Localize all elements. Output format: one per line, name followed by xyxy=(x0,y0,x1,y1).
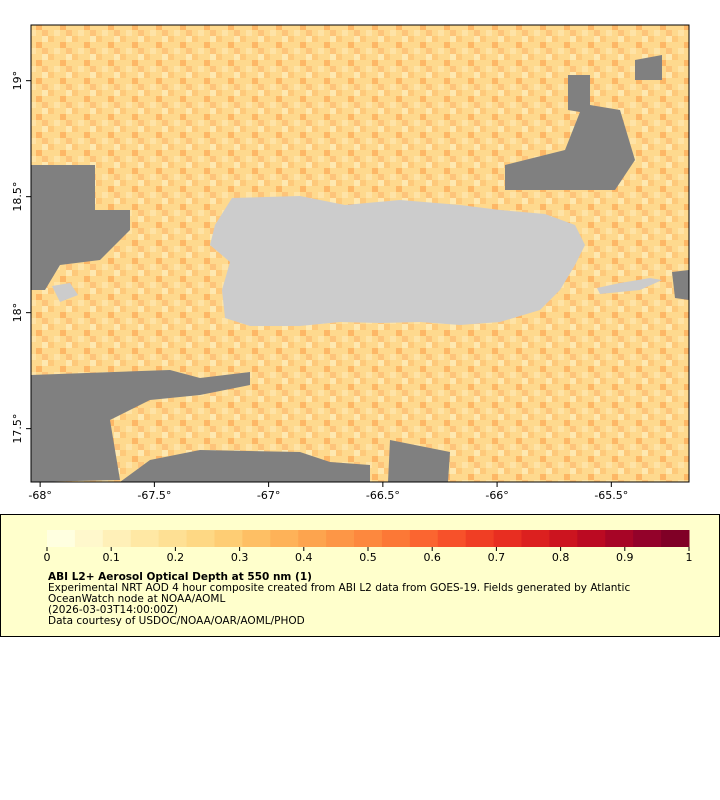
land-puerto-rico xyxy=(210,196,585,326)
cloud-mask xyxy=(31,370,250,482)
colorbar-tick-label: 0.2 xyxy=(167,551,185,564)
y-tick-label: 19° xyxy=(11,71,24,91)
cloud-mask xyxy=(388,440,450,482)
colorbar-segment xyxy=(102,530,132,547)
x-tick-label: -66.5° xyxy=(366,489,400,502)
colorbar-tick-label: 0.5 xyxy=(359,551,377,564)
colorbar-segment xyxy=(298,530,327,547)
x-tick-label: -67.5° xyxy=(137,489,171,502)
colorbar-segment xyxy=(158,530,188,547)
colorbar-segment xyxy=(74,530,104,547)
x-tick-label: -67° xyxy=(257,489,280,502)
cloud-mask xyxy=(505,75,635,190)
y-tick-label: 17.5° xyxy=(11,414,24,444)
colorbar-segment xyxy=(549,530,578,547)
colorbar-segment xyxy=(354,530,383,547)
colorbar-segment xyxy=(661,530,690,547)
cloud-mask xyxy=(672,270,689,300)
land-vieques xyxy=(597,278,662,294)
y-tick-label: 18.5° xyxy=(11,182,24,212)
colorbar-tick-label: 0.4 xyxy=(295,551,313,564)
x-tick-label: -66° xyxy=(485,489,508,502)
map-area xyxy=(30,24,690,483)
colorbar-segment xyxy=(242,530,271,547)
colorbar-tick-label: 0.7 xyxy=(488,551,506,564)
cloud-mask xyxy=(635,55,662,80)
colorbar-tick-label: 0.3 xyxy=(231,551,249,564)
colorbar-tick-label: 0.6 xyxy=(423,551,441,564)
cloud-mask xyxy=(120,450,370,482)
colorbar-tick-label: 0.1 xyxy=(102,551,120,564)
colorbar-segment xyxy=(214,530,243,547)
colorbar-segment xyxy=(186,530,215,547)
legend-description: OceanWatch node at NOAA/AOML xyxy=(48,593,225,605)
colorbar-segment xyxy=(437,530,467,547)
colorbar-segment xyxy=(270,530,299,547)
legend-description: (2026-03-03T14:00:00Z) xyxy=(48,604,178,616)
colorbar-segment xyxy=(577,530,606,547)
cloud-mask xyxy=(31,165,130,290)
legend-title: ABI L2+ Aerosol Optical Depth at 550 nm … xyxy=(48,571,312,583)
colorbar-segment xyxy=(326,530,355,547)
colorbar-segment xyxy=(521,530,550,547)
colorbar-segment xyxy=(633,530,662,547)
y-tick-label: 18° xyxy=(11,303,24,323)
colorbar-tick-label: 1 xyxy=(686,551,693,564)
legend-description: Data courtesy of USDOC/NOAA/OAR/AOML/PHO… xyxy=(48,615,305,627)
colorbar-segment xyxy=(381,530,411,547)
x-tick-label: -68° xyxy=(28,489,51,502)
colorbar-segment xyxy=(130,530,160,547)
colorbar-segment xyxy=(605,530,634,547)
legend-description: Experimental NRT AOD 4 hour composite cr… xyxy=(48,582,630,594)
x-tick-label: -65.5° xyxy=(594,489,628,502)
colorbar-segment xyxy=(465,530,495,547)
colorbar-segment xyxy=(493,530,523,547)
colorbar-tick-label: 0 xyxy=(44,551,51,564)
map-frame xyxy=(30,24,690,483)
colorbar-tick-label: 0.8 xyxy=(552,551,570,564)
colorbar-segment xyxy=(47,530,76,547)
colorbar-tick-label: 0.9 xyxy=(616,551,634,564)
colorbar-segment xyxy=(409,530,439,547)
land-mona xyxy=(52,283,78,302)
